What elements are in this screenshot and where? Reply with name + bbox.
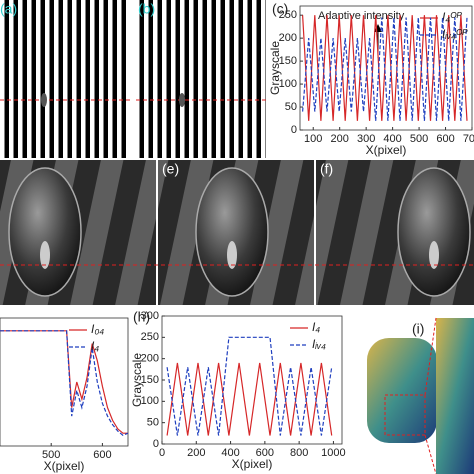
y-tick-label: 200 <box>141 353 159 365</box>
x-tick-label: 0 <box>159 447 165 459</box>
x-tick-label: 400 <box>221 447 239 459</box>
defect <box>179 93 185 107</box>
x-tick-label: 100 <box>304 133 322 145</box>
y-tick-label: 150 <box>141 374 159 386</box>
y-tick-label: 250 <box>141 331 159 343</box>
y-tick-label: 100 <box>141 395 159 407</box>
y-axis-label: Grayscale <box>268 41 282 95</box>
x-axis-label: X(pixel) <box>232 457 273 471</box>
x-tick-label: 800 <box>290 447 308 459</box>
series-line <box>302 17 468 121</box>
y-tick-label: 50 <box>285 101 297 113</box>
panel-label: (f) <box>320 161 333 177</box>
x-tick-label: 1000 <box>321 447 345 459</box>
x-axis-label: X(pixel) <box>366 143 407 157</box>
y-tick-label: 50 <box>147 417 159 429</box>
panel-label: (h) <box>133 309 150 325</box>
legend-label: Iᵢᵥ₄ᴼᴾ <box>442 27 468 41</box>
plot-area <box>299 5 473 131</box>
x-tick-label: 600 <box>436 133 454 145</box>
series-line <box>0 330 129 436</box>
series-line <box>0 330 128 434</box>
y-tick-label: 200 <box>279 32 297 44</box>
legend-label: I₄ᴼᴾ <box>442 10 462 24</box>
x-tick-label: 500 <box>42 449 60 461</box>
x-tick-label: 200 <box>187 447 205 459</box>
x-tick-label: 500 <box>410 133 428 145</box>
y-tick-label: 0 <box>291 124 297 136</box>
panel-label: (a) <box>0 1 17 17</box>
series-line <box>166 336 333 436</box>
panel-label: (e) <box>162 161 179 177</box>
x-tick-label: 600 <box>256 447 274 459</box>
legend-label: I₀₄ <box>91 322 104 336</box>
y-tick-label: 0 <box>153 438 159 450</box>
y-tick-label: 250 <box>279 9 297 21</box>
x-tick-label: 600 <box>93 449 111 461</box>
surface-image <box>367 317 474 474</box>
annotation: Adaptive intensity <box>318 10 405 22</box>
x-tick-label: 200 <box>331 133 349 145</box>
panel-label: (i) <box>412 321 424 337</box>
legend-label: I₄ <box>91 339 99 353</box>
y-tick-label: 300 <box>141 310 159 322</box>
x-tick-label: 400 <box>383 133 401 145</box>
fringe-image <box>0 0 130 158</box>
y-axis-label: Grayscale <box>130 353 144 407</box>
legend-label: Iᵢᵥ₄ <box>312 337 326 351</box>
panel-label: (b) <box>138 1 155 17</box>
fringe-image <box>136 0 266 158</box>
plot-area <box>0 317 129 447</box>
panel-label: (c) <box>272 1 288 17</box>
y-tick-label: 150 <box>279 55 297 67</box>
defect <box>41 93 47 107</box>
x-tick-label: 700 <box>463 133 474 145</box>
x-axis-label: X(pixel) <box>44 459 85 473</box>
series-line <box>166 362 333 436</box>
photo-row <box>0 160 474 305</box>
x-tick-label: 300 <box>357 133 375 145</box>
legend-label: I₄ <box>312 320 320 334</box>
y-tick-label: 100 <box>279 78 297 90</box>
